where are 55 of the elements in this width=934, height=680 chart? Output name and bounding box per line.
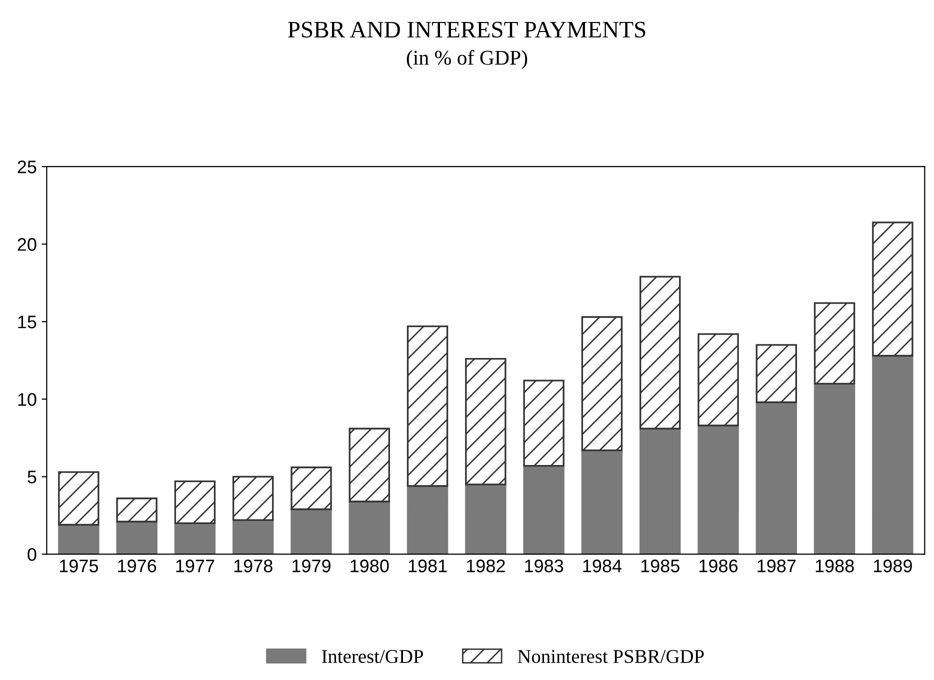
bar — [174, 522, 216, 554]
bar — [290, 466, 332, 510]
x-tick-label: 1981 — [408, 560, 447, 572]
x-tick-label: 1989 — [874, 560, 912, 572]
bar — [814, 302, 856, 384]
bar — [523, 464, 564, 554]
x-tick-label: 1983 — [525, 560, 564, 572]
legend-label: Interest/GDP — [322, 650, 424, 664]
bar — [581, 316, 623, 452]
x-tick-label: 1982 — [466, 560, 505, 572]
x-tick-label: 1985 — [641, 560, 680, 572]
bar — [232, 519, 274, 554]
legend-label: Noninterest PSBR/GDP — [518, 650, 704, 664]
bar — [640, 276, 681, 430]
bar — [523, 380, 564, 467]
bar — [406, 485, 448, 554]
bar — [174, 480, 216, 524]
y-tick-label: 5 — [28, 470, 36, 484]
bar — [58, 471, 100, 526]
bar — [465, 484, 506, 554]
x-tick-label: 1977 — [176, 560, 214, 572]
y-tick-label: 0 — [28, 548, 36, 561]
x-tick-label: 1980 — [350, 560, 389, 572]
bar — [58, 524, 100, 554]
x-tick-label: 1984 — [583, 560, 622, 572]
bar — [406, 325, 448, 487]
bar — [872, 222, 914, 357]
x-tick-label: 1978 — [234, 560, 272, 572]
bar — [640, 428, 681, 554]
bar — [348, 500, 390, 554]
bar — [290, 508, 332, 554]
x-tick-label: 1979 — [292, 560, 330, 572]
bar — [698, 333, 739, 426]
y-tick-label: 20 — [18, 238, 36, 251]
bar — [814, 382, 856, 554]
y-tick-label: 10 — [18, 393, 36, 406]
bar — [756, 344, 797, 404]
bar — [581, 449, 623, 554]
bar — [348, 428, 390, 502]
chart-subtitle: (in % of GDP) — [406, 50, 528, 70]
bar — [872, 354, 914, 554]
chart-title: PSBR AND INTEREST PAYMENTS — [288, 22, 646, 38]
x-tick-label: 1987 — [758, 560, 796, 572]
bar — [698, 424, 739, 554]
x-tick-label: 1975 — [60, 560, 98, 572]
y-tick-label: 25 — [18, 160, 36, 174]
bar — [116, 520, 158, 554]
bar — [116, 498, 158, 522]
bar — [232, 476, 274, 521]
x-tick-label: 1988 — [816, 560, 854, 572]
x-tick-label: 1976 — [118, 560, 156, 572]
x-tick-label: 1986 — [700, 560, 738, 572]
bar — [756, 401, 797, 554]
y-tick-label: 15 — [18, 316, 36, 328]
bar — [465, 358, 506, 486]
